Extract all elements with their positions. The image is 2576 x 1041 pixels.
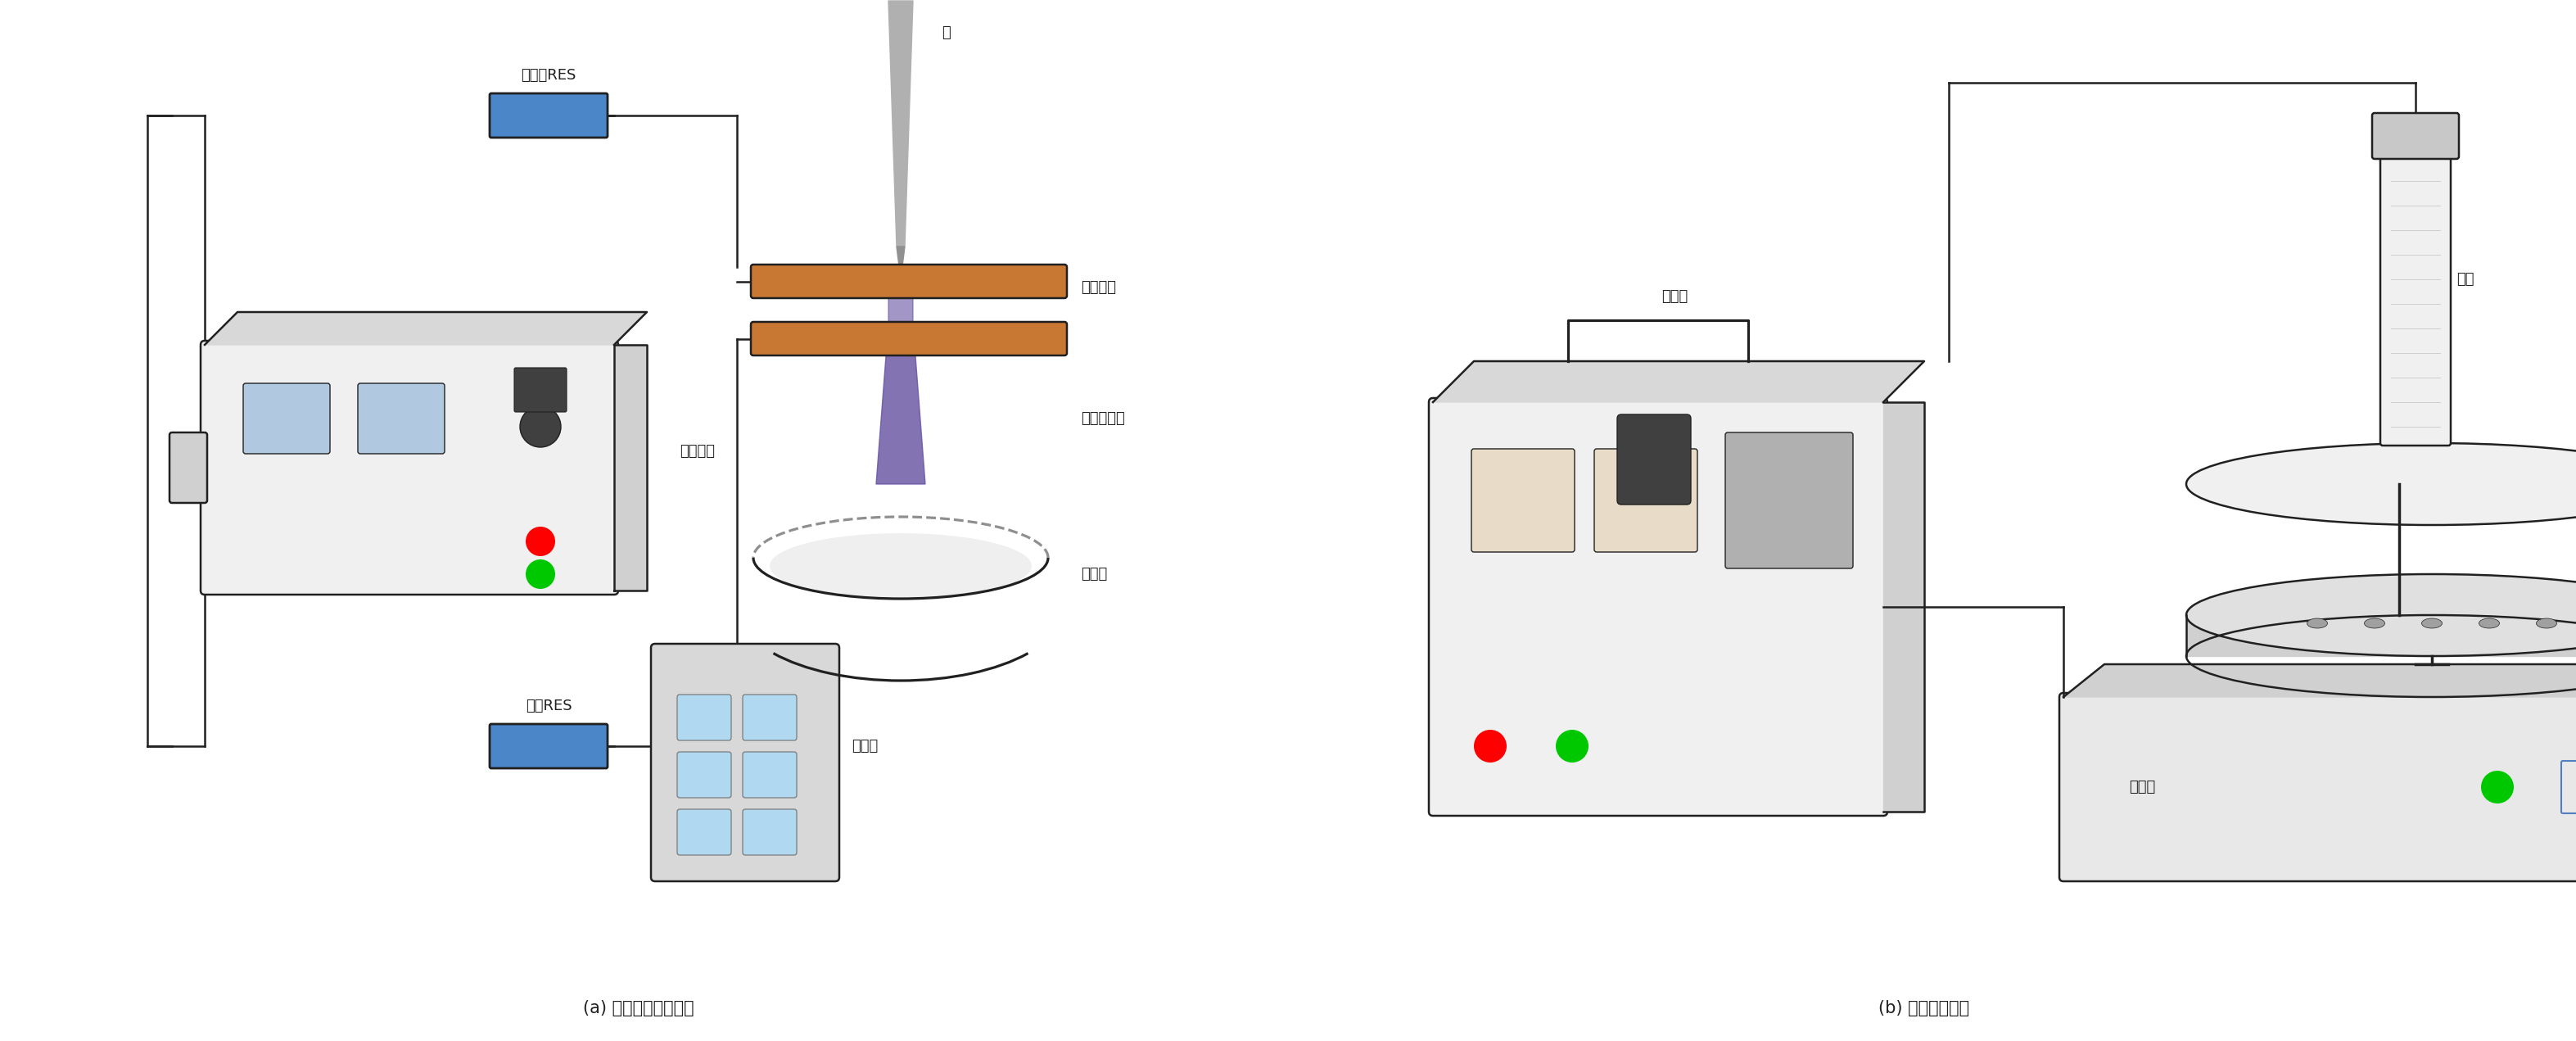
Text: 针: 针: [943, 25, 951, 41]
Ellipse shape: [2478, 618, 2499, 628]
Text: 检验RES: 检验RES: [526, 699, 572, 713]
Polygon shape: [1883, 402, 1924, 812]
Text: 稳电压源: 稳电压源: [680, 443, 714, 459]
Polygon shape: [2187, 615, 2576, 656]
FancyBboxPatch shape: [2058, 693, 2576, 882]
Text: 阴极循环: 阴极循环: [1082, 280, 1115, 295]
Polygon shape: [876, 325, 925, 484]
Text: 控制器: 控制器: [1662, 289, 1687, 304]
Ellipse shape: [2308, 618, 2329, 628]
Ellipse shape: [2537, 618, 2558, 628]
Polygon shape: [204, 312, 647, 345]
FancyBboxPatch shape: [677, 809, 732, 855]
FancyBboxPatch shape: [1618, 414, 1690, 505]
Circle shape: [526, 527, 556, 556]
Ellipse shape: [2187, 443, 2576, 525]
FancyBboxPatch shape: [1471, 449, 1574, 552]
FancyBboxPatch shape: [201, 340, 618, 594]
Text: 万用表: 万用表: [853, 739, 878, 754]
Polygon shape: [2063, 664, 2576, 697]
Ellipse shape: [2421, 618, 2442, 628]
Text: 镇流器RES: 镇流器RES: [520, 68, 577, 82]
Text: (b) 光化学反应仪: (b) 光化学反应仪: [1878, 1000, 1971, 1016]
FancyBboxPatch shape: [677, 752, 732, 797]
Text: 反应器: 反应器: [2128, 780, 2156, 794]
Text: 氙灯: 氙灯: [2458, 272, 2473, 286]
Text: 反应器: 反应器: [1082, 566, 1108, 582]
Ellipse shape: [2187, 575, 2576, 656]
Circle shape: [520, 406, 562, 448]
FancyBboxPatch shape: [1430, 398, 1888, 816]
Ellipse shape: [2365, 618, 2385, 628]
FancyBboxPatch shape: [2380, 154, 2450, 446]
Polygon shape: [889, 1, 912, 247]
FancyBboxPatch shape: [489, 725, 608, 768]
Circle shape: [1473, 730, 1507, 762]
FancyBboxPatch shape: [1726, 432, 1852, 568]
Circle shape: [1556, 730, 1589, 762]
Text: (a) 辉光放电等离子体: (a) 辉光放电等离子体: [582, 1000, 693, 1016]
FancyBboxPatch shape: [358, 383, 446, 454]
FancyBboxPatch shape: [1595, 449, 1698, 552]
FancyBboxPatch shape: [2372, 113, 2460, 159]
Polygon shape: [896, 247, 904, 279]
Polygon shape: [889, 266, 912, 353]
FancyBboxPatch shape: [170, 432, 206, 503]
Circle shape: [2481, 770, 2514, 804]
FancyBboxPatch shape: [742, 752, 796, 797]
Polygon shape: [1432, 361, 1924, 402]
Circle shape: [526, 559, 556, 589]
FancyBboxPatch shape: [242, 383, 330, 454]
FancyBboxPatch shape: [652, 643, 840, 882]
FancyBboxPatch shape: [489, 94, 608, 137]
Ellipse shape: [770, 533, 1033, 599]
FancyBboxPatch shape: [677, 694, 732, 740]
FancyBboxPatch shape: [742, 694, 796, 740]
FancyBboxPatch shape: [742, 809, 796, 855]
FancyBboxPatch shape: [515, 367, 567, 412]
Polygon shape: [613, 345, 647, 590]
FancyBboxPatch shape: [750, 264, 1066, 298]
FancyBboxPatch shape: [750, 322, 1066, 355]
Text: 等离子射流: 等离子射流: [1082, 411, 1126, 426]
